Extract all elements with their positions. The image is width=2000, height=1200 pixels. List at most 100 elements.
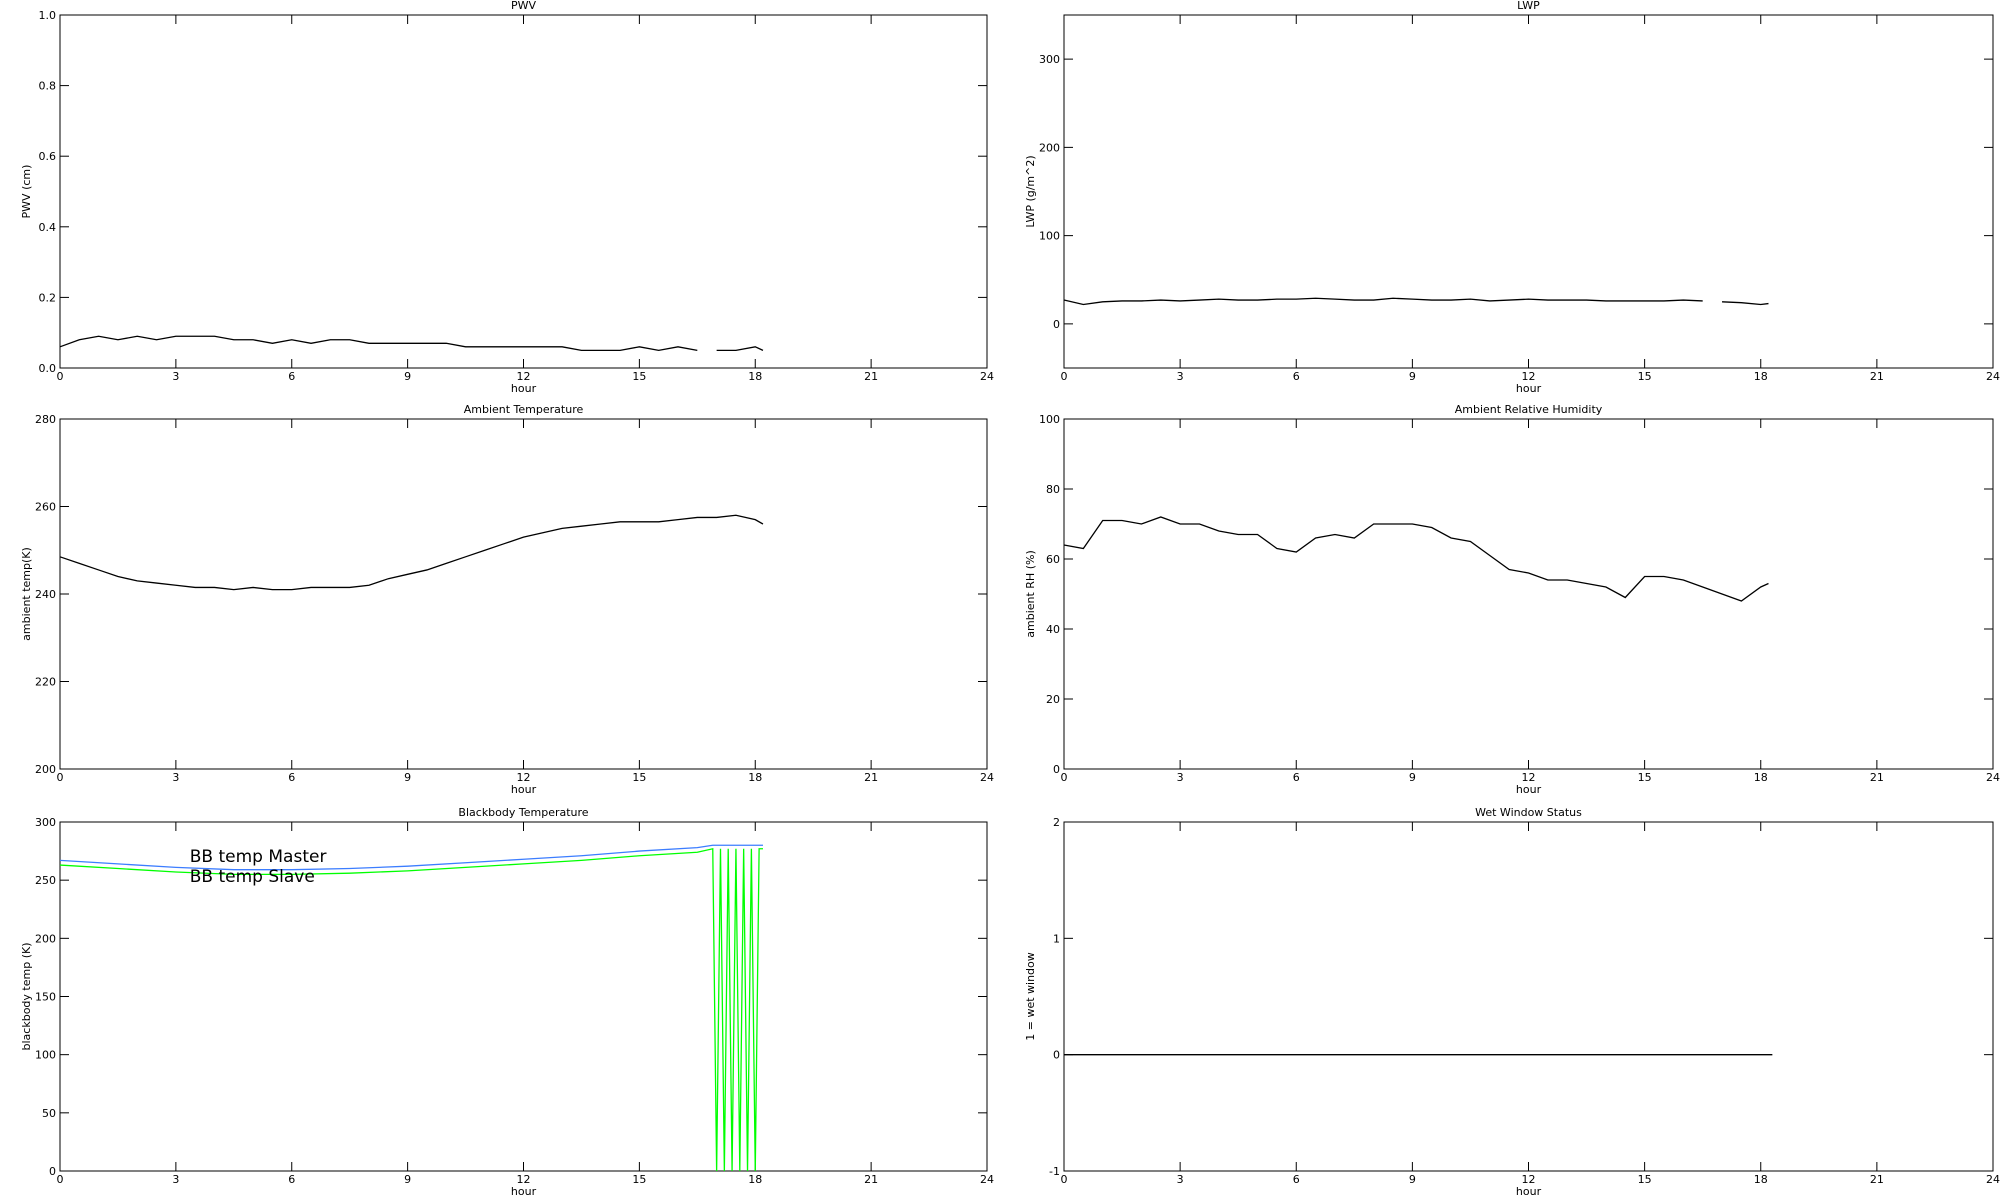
y-axis-label: blackbody temp (K) — [20, 943, 33, 1051]
x-tick-label: 21 — [1870, 1173, 1884, 1186]
y-axis-label: 1 = wet window — [1024, 952, 1037, 1041]
x-axis-label: hour — [1516, 1185, 1542, 1198]
x-tick-label: 6 — [288, 1173, 295, 1186]
y-tick-label: 2 — [1053, 816, 1060, 829]
y-tick-label: 80 — [1046, 483, 1060, 496]
x-tick-label: 18 — [748, 771, 762, 784]
x-tick-label: 9 — [1409, 771, 1416, 784]
x-tick-label: 21 — [864, 370, 878, 383]
x-tick-label: 12 — [1522, 370, 1536, 383]
legend-label: BB temp Master — [190, 847, 327, 867]
y-tick-label: 0 — [49, 1165, 56, 1178]
x-tick-label: 15 — [632, 1173, 646, 1186]
y-tick-label: 50 — [42, 1107, 56, 1120]
x-tick-label: 6 — [288, 771, 295, 784]
x-axis-label: hour — [511, 1185, 537, 1198]
panel-title: Ambient Relative Humidity — [1455, 403, 1603, 416]
panel: Ambient Temperature hour ambient temp(K) 0 3… — [20, 403, 994, 796]
x-tick-label: 24 — [1986, 370, 2000, 383]
y-tick-label: 200 — [35, 932, 56, 945]
x-tick-label: 0 — [57, 1173, 64, 1186]
x-tick-label: 0 — [57, 370, 64, 383]
y-tick-label: -1 — [1049, 1165, 1060, 1178]
y-tick-label: 0 — [1053, 763, 1060, 776]
x-tick-label: 0 — [1061, 771, 1068, 784]
y-tick-label: 100 — [35, 1049, 56, 1062]
x-tick-label: 3 — [172, 1173, 179, 1186]
x-tick-label: 9 — [404, 370, 411, 383]
panel: Blackbody Temperature hour blackbody temp … — [20, 806, 994, 1198]
x-tick-label: 6 — [1293, 1173, 1300, 1186]
x-axis-label: hour — [1516, 382, 1542, 395]
y-tick-label: 200 — [1039, 141, 1060, 154]
plot-frame — [1063, 14, 1994, 369]
x-tick-label: 12 — [1522, 771, 1536, 784]
data-line — [1063, 297, 1769, 306]
panel: LWP hour LWP (g/m^2) 0 3 6 9 12 15 18 21 24 0 100 200 3… — [1024, 0, 2000, 395]
y-tick-label: 0.2 — [39, 291, 57, 304]
x-tick-label: 15 — [632, 771, 646, 784]
y-tick-label: 220 — [35, 676, 56, 689]
panel-title: LWP — [1517, 0, 1540, 12]
y-tick-label: 100 — [1039, 413, 1060, 426]
y-tick-label: 0 — [1053, 1049, 1060, 1062]
y-tick-label: 300 — [1039, 53, 1060, 66]
y-tick-label: 250 — [35, 874, 56, 887]
plot-frame — [59, 14, 988, 369]
y-tick-label: 40 — [1046, 623, 1060, 636]
x-tick-label: 15 — [1638, 1173, 1652, 1186]
x-tick-label: 6 — [1293, 771, 1300, 784]
x-tick-label: 9 — [1409, 1173, 1416, 1186]
y-axis-label: ambient RH (%) — [1024, 550, 1037, 638]
data-line — [59, 844, 763, 871]
panel-title: Blackbody Temperature — [458, 806, 588, 819]
y-tick-label: 20 — [1046, 693, 1060, 706]
x-tick-label: 0 — [1061, 1173, 1068, 1186]
x-tick-label: 12 — [1522, 1173, 1536, 1186]
x-tick-label: 18 — [1754, 771, 1768, 784]
x-tick-label: 21 — [864, 771, 878, 784]
panel-title: Wet Window Status — [1475, 806, 1582, 819]
x-tick-label: 6 — [288, 370, 295, 383]
x-tick-label: 24 — [980, 771, 994, 784]
y-tick-label: 300 — [35, 816, 56, 829]
data-line — [59, 335, 764, 352]
y-tick-label: 280 — [35, 413, 56, 426]
x-tick-label: 18 — [748, 1173, 762, 1186]
y-axis-label: LWP (g/m^2) — [1024, 155, 1037, 227]
data-line — [1063, 516, 1769, 602]
y-tick-label: 100 — [1039, 230, 1060, 243]
x-tick-label: 9 — [1409, 370, 1416, 383]
y-tick-label: 200 — [35, 763, 56, 776]
y-axis-label: PWV (cm) — [20, 165, 33, 219]
plot-frame — [1063, 821, 1994, 1172]
x-tick-label: 24 — [1986, 1173, 2000, 1186]
x-axis-label: hour — [511, 783, 537, 796]
x-tick-label: 3 — [1177, 1173, 1184, 1186]
data-line — [59, 847, 763, 1172]
y-tick-label: 150 — [35, 991, 56, 1004]
x-tick-label: 15 — [632, 370, 646, 383]
y-tick-label: 1 — [1053, 932, 1060, 945]
y-axis-label: ambient temp(K) — [20, 547, 33, 641]
x-tick-label: 24 — [980, 370, 994, 383]
panel-title: PWV — [511, 0, 537, 12]
x-tick-label: 18 — [1754, 1173, 1768, 1186]
x-tick-label: 12 — [517, 771, 531, 784]
plot-frame — [1063, 418, 1994, 770]
legend-label: BB temp Slave — [190, 867, 315, 887]
x-tick-label: 15 — [1638, 771, 1652, 784]
x-tick-label: 24 — [980, 1173, 994, 1186]
x-tick-label: 3 — [1177, 370, 1184, 383]
x-tick-label: 21 — [864, 1173, 878, 1186]
x-tick-label: 18 — [748, 370, 762, 383]
x-tick-label: 12 — [517, 1173, 531, 1186]
x-tick-label: 3 — [172, 771, 179, 784]
x-tick-label: 15 — [1638, 370, 1652, 383]
panel: Wet Window Status hour 1 = wet window 0 3 6 9 1… — [1024, 806, 2000, 1198]
panel: Ambient Relative Humidity hour ambient RH … — [1024, 403, 2000, 796]
x-axis-label: hour — [1516, 783, 1542, 796]
x-tick-label: 3 — [172, 370, 179, 383]
